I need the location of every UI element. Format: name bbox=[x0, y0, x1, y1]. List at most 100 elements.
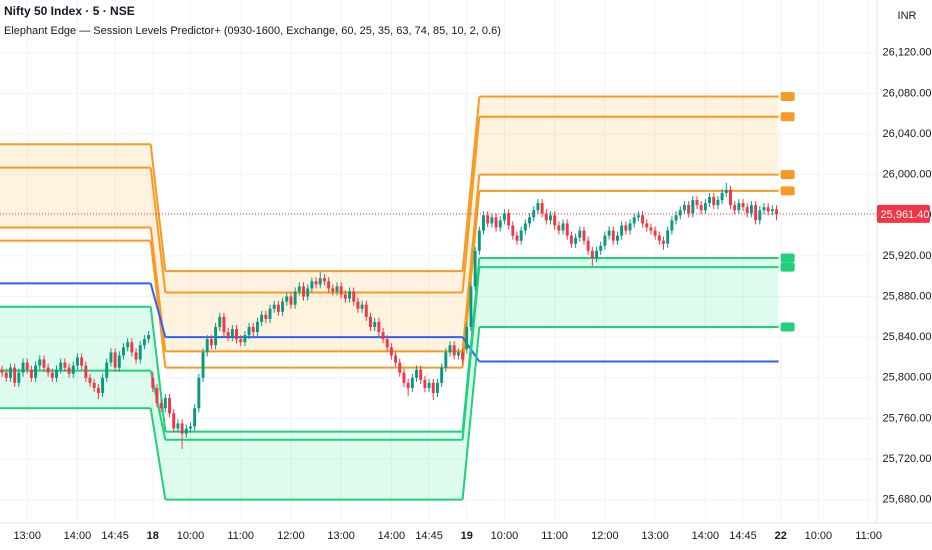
candle-body bbox=[364, 304, 368, 317]
x-tick-label: 14:45 bbox=[101, 530, 129, 542]
candle-body bbox=[536, 203, 540, 211]
candle-body bbox=[582, 230, 586, 241]
candle-body bbox=[456, 352, 460, 356]
x-tick-label: 14:45 bbox=[729, 530, 757, 542]
candle-body bbox=[55, 369, 58, 378]
candle-body bbox=[682, 205, 686, 211]
candle-body bbox=[109, 352, 113, 363]
level-connector bbox=[149, 283, 167, 338]
candle-body bbox=[469, 286, 473, 328]
level-connector bbox=[149, 167, 167, 293]
candle-body bbox=[410, 377, 414, 388]
x-tick-label: 13:00 bbox=[641, 530, 669, 542]
candle-body bbox=[544, 213, 548, 221]
last-price-label: 25,961.40 bbox=[881, 209, 930, 221]
candle-body bbox=[80, 357, 84, 366]
candle-body bbox=[754, 205, 758, 221]
candle-body bbox=[42, 359, 46, 368]
candle-body bbox=[122, 347, 125, 356]
candle-body bbox=[369, 316, 372, 328]
candle-body bbox=[96, 387, 100, 394]
candle-body bbox=[25, 362, 29, 370]
x-tick-label: 10:00 bbox=[177, 530, 205, 542]
chart-title: Nifty 50 Index · 5 · NSE bbox=[4, 4, 135, 18]
candle-body bbox=[549, 215, 552, 221]
candle-body bbox=[101, 377, 105, 394]
candles bbox=[0, 182, 778, 449]
candle-body bbox=[84, 365, 88, 378]
x-tick-label: 10:00 bbox=[491, 530, 519, 542]
candle-body bbox=[209, 339, 213, 346]
candle-body bbox=[494, 217, 498, 228]
level-connector bbox=[461, 326, 481, 500]
last-price-tag bbox=[877, 204, 930, 223]
y-tick-label: 25,920.00 bbox=[883, 250, 932, 262]
candle-body bbox=[226, 332, 230, 338]
candle-body bbox=[641, 215, 645, 224]
candle-body bbox=[339, 286, 343, 295]
candle-body bbox=[126, 342, 130, 348]
candle-body bbox=[431, 382, 435, 394]
candle-body bbox=[13, 367, 17, 383]
candle-body bbox=[645, 223, 649, 228]
levels bbox=[0, 91, 795, 501]
candle-body bbox=[624, 225, 628, 231]
candle-body bbox=[653, 230, 657, 236]
candle-body bbox=[260, 314, 264, 322]
level-connector bbox=[149, 306, 167, 432]
x-tick-label: 22 bbox=[775, 530, 787, 542]
candle-body bbox=[565, 223, 569, 236]
candle-body bbox=[427, 382, 431, 388]
candle-body bbox=[452, 345, 456, 356]
x-tick-label: 10:00 bbox=[805, 530, 833, 542]
candle-body bbox=[293, 291, 297, 305]
level-connector bbox=[149, 408, 167, 500]
candle-body bbox=[557, 225, 561, 231]
candle-body bbox=[310, 281, 314, 289]
y-tick-label: 25,760.00 bbox=[883, 412, 932, 424]
candle-body bbox=[465, 327, 469, 350]
candle-body bbox=[17, 372, 21, 383]
candle-body bbox=[235, 329, 238, 340]
candle-body bbox=[201, 352, 205, 378]
candle-body bbox=[486, 215, 490, 224]
candle-body bbox=[511, 225, 515, 236]
x-tick-label: 19 bbox=[461, 530, 473, 542]
level-band bbox=[0, 96, 779, 352]
candle-body bbox=[0, 369, 4, 373]
candle-body bbox=[762, 207, 766, 211]
candle-body bbox=[38, 359, 42, 366]
x-tick-label: 12:00 bbox=[277, 530, 305, 542]
candle-body bbox=[184, 428, 188, 434]
candle-body bbox=[163, 398, 167, 409]
candle-body bbox=[243, 335, 247, 343]
candle-body bbox=[306, 288, 310, 297]
candle-body bbox=[356, 301, 360, 309]
candle-body bbox=[314, 281, 318, 285]
candle-body bbox=[662, 240, 665, 244]
candle-body bbox=[289, 296, 293, 305]
candle-body bbox=[695, 200, 699, 206]
level-tag bbox=[780, 170, 795, 180]
candle-body bbox=[444, 352, 448, 368]
x-tick-label: 11:00 bbox=[541, 530, 568, 542]
y-tick-label: 25,800.00 bbox=[883, 372, 932, 384]
x-tick-label: 11:00 bbox=[855, 530, 882, 542]
candle-body bbox=[687, 205, 691, 214]
candle-body bbox=[302, 286, 305, 297]
candle-body bbox=[21, 362, 25, 373]
candle-body bbox=[88, 377, 92, 383]
y-tick-label: 25,720.00 bbox=[883, 453, 932, 465]
candle-body bbox=[607, 230, 611, 236]
candle-body bbox=[482, 215, 485, 231]
candle-body bbox=[276, 304, 280, 312]
candle-body bbox=[264, 314, 268, 319]
candle-body bbox=[218, 316, 222, 328]
candle-body bbox=[193, 408, 197, 427]
x-tick-label: 14:00 bbox=[378, 530, 406, 542]
x-tick-label: 13:00 bbox=[327, 530, 355, 542]
candle-body bbox=[502, 213, 506, 221]
candle-body bbox=[758, 210, 762, 221]
candle-body bbox=[373, 321, 377, 328]
candle-body bbox=[632, 217, 636, 224]
